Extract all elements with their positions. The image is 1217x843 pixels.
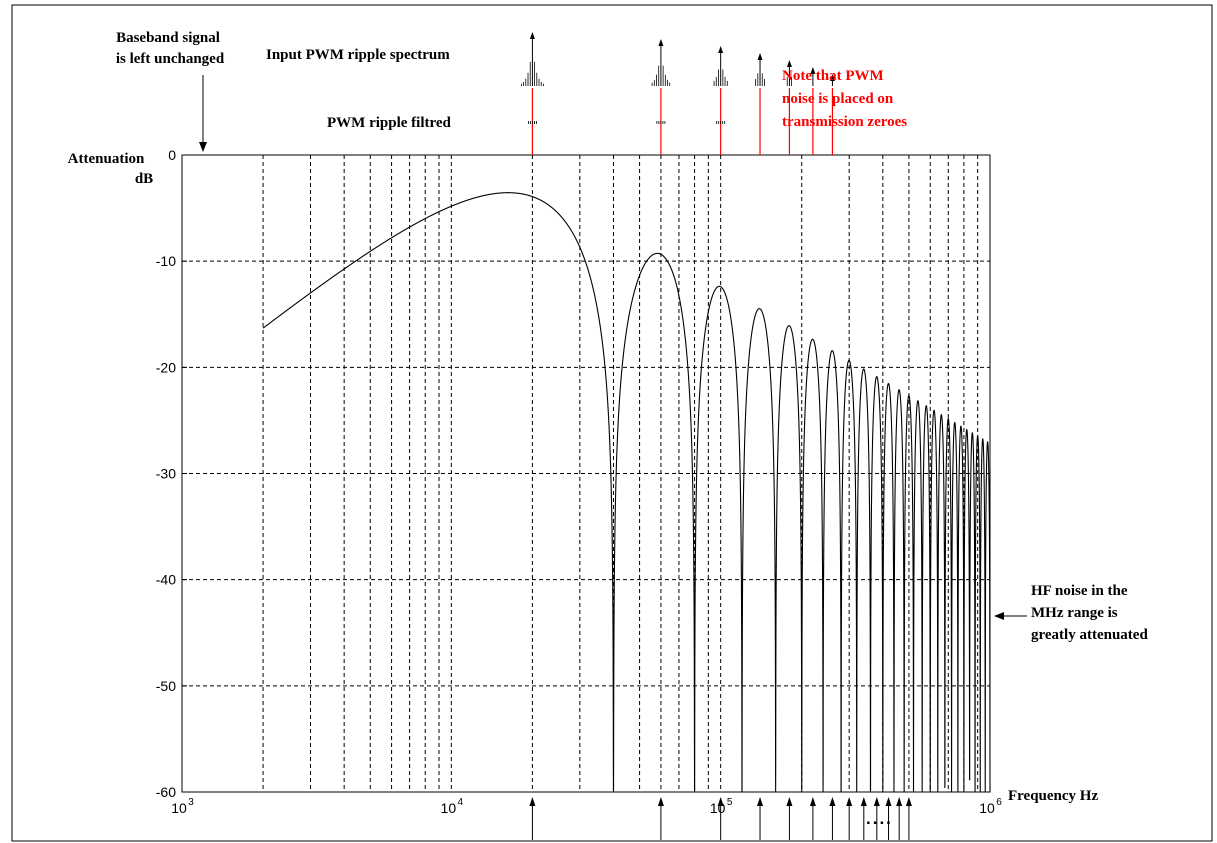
zero-arrow-head xyxy=(896,797,903,806)
spectrum-arrow-head xyxy=(786,60,792,67)
note-line3: transmission zeroes xyxy=(782,114,907,130)
x-tick-label-base: 10 xyxy=(171,800,187,816)
x-tick-label-exponent: 5 xyxy=(727,797,733,808)
x-tick-label-base: 10 xyxy=(710,800,726,816)
spectrum-arrow-head xyxy=(658,39,664,46)
dots-continuation: .... xyxy=(866,809,893,828)
zero-arrow-head xyxy=(885,797,892,806)
zero-arrow-head xyxy=(809,797,816,806)
x-tick-label-exponent: 3 xyxy=(188,797,194,808)
zero-arrow-head xyxy=(873,797,880,806)
outer-frame xyxy=(11,4,1213,842)
baseband-note-line1: Baseband signal xyxy=(116,30,220,46)
transmission-zero-arrows xyxy=(529,797,912,840)
y-tick-label: -50 xyxy=(156,678,176,694)
x-tick-label-exponent: 6 xyxy=(996,797,1002,808)
spectrum-arrow-head xyxy=(829,74,835,81)
y-tick-label: -20 xyxy=(156,359,176,375)
note-line2: noise is placed on xyxy=(782,91,894,107)
y-tick-label: 0 xyxy=(168,147,176,163)
hf-note-line3: greatly attenuated xyxy=(1031,627,1148,643)
input-spectrum-label: Input PWM ripple spectrum xyxy=(266,47,450,63)
grid-lines xyxy=(182,155,990,792)
y-tick-label: -40 xyxy=(156,572,176,588)
hf-arrow-head xyxy=(994,612,1004,620)
note-line1: Note that PWM xyxy=(782,68,884,84)
y-tick-label: -60 xyxy=(156,784,176,800)
zero-arrow-head xyxy=(846,797,853,806)
pwm-spectrum-glyphs xyxy=(521,32,835,124)
filtred-label: PWM ripple filtred xyxy=(327,115,452,131)
y-axis-label-line2: dB xyxy=(135,171,153,187)
zero-arrow-head xyxy=(905,797,912,806)
y-tick-label: -30 xyxy=(156,466,176,482)
y-tick-label: -10 xyxy=(156,253,176,269)
y-axis-label-line1: Attenuation xyxy=(68,151,145,167)
zero-arrow-head xyxy=(657,797,664,806)
zero-arrow-head xyxy=(529,797,536,806)
x-tick-label-base: 10 xyxy=(979,800,995,816)
attenuation-curve xyxy=(262,192,991,793)
hf-note-line1: HF noise in the xyxy=(1031,583,1128,599)
zero-arrow-head xyxy=(757,797,764,806)
baseband-note-line2: is left unchanged xyxy=(116,51,225,67)
hf-note-line2: MHz range is xyxy=(1031,605,1118,621)
spectrum-arrow-head xyxy=(529,32,535,39)
zero-arrow-head xyxy=(786,797,793,806)
zero-arrow-head xyxy=(829,797,836,806)
zero-arrow-head xyxy=(860,797,867,806)
x-tick-label-exponent: 4 xyxy=(458,797,464,808)
spectrum-arrow-head xyxy=(757,53,763,60)
zero-arrow-head xyxy=(717,797,724,806)
spectrum-arrow-head xyxy=(810,67,816,74)
spectrum-arrow-head xyxy=(718,46,724,53)
baseband-arrow-head xyxy=(199,142,207,152)
x-tick-label-base: 10 xyxy=(441,800,457,816)
x-axis-label: Frequency Hz xyxy=(1008,788,1098,804)
